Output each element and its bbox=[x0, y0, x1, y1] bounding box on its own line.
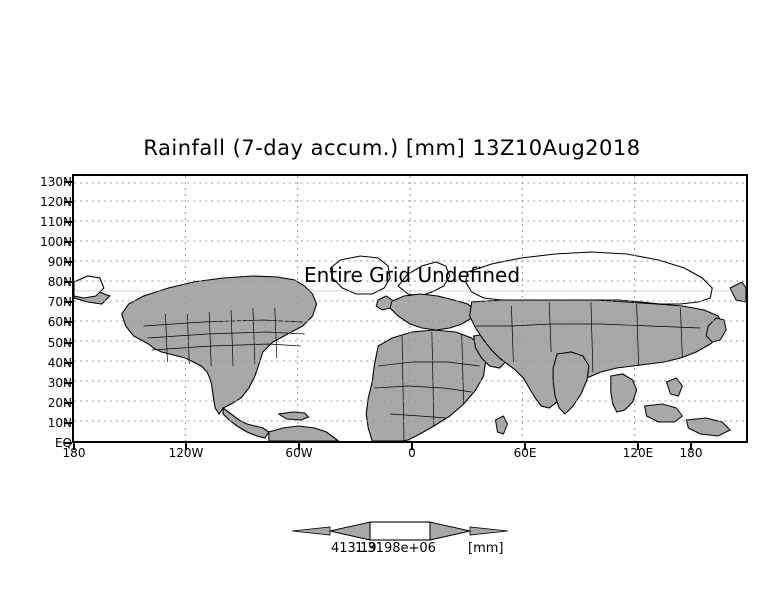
y-tick-mark bbox=[64, 281, 72, 283]
y-tick-mark bbox=[64, 342, 72, 344]
y-tick-mark bbox=[64, 402, 72, 404]
y-tick-label-EQ: EQ bbox=[54, 436, 72, 450]
y-tick-mark bbox=[64, 422, 72, 424]
y-tick-mark bbox=[64, 181, 72, 183]
colorbar-graphic bbox=[292, 521, 508, 541]
y-tick-mark bbox=[64, 241, 72, 243]
x-tick-label-180E: 180 bbox=[679, 446, 703, 460]
y-tick-mark bbox=[64, 362, 72, 364]
y-tick-label-30N: 30N bbox=[47, 376, 72, 390]
y-tick-label-40N: 40N bbox=[47, 356, 72, 370]
x-tick-mark bbox=[73, 443, 75, 450]
y-tick-mark bbox=[64, 261, 72, 263]
y-tick-mark bbox=[64, 382, 72, 384]
colorbar-min-label: 413.19 bbox=[331, 541, 377, 556]
x-tick-mark bbox=[411, 443, 413, 450]
colorbar-units-label: [mm] bbox=[468, 541, 504, 556]
y-tick-label-130N: 130N bbox=[40, 175, 72, 189]
x-tick-label-60W: 60W bbox=[285, 446, 313, 460]
y-tick-label-70N: 70N bbox=[47, 295, 72, 309]
y-axis: 130N 120N 110N 100N 90N 80N 70N 60N 50N … bbox=[0, 0, 72, 612]
country-boundaries bbox=[374, 301, 701, 441]
x-tick-label-120W: 120W bbox=[168, 446, 204, 460]
y-tick-label-110N: 110N bbox=[40, 215, 72, 229]
x-tick-mark bbox=[298, 443, 300, 450]
x-tick-mark bbox=[690, 443, 692, 450]
map-plot-area[interactable]: Entire Grid Undefined bbox=[72, 174, 748, 443]
y-tick-label-10N: 10N bbox=[47, 416, 72, 430]
x-tick-label-0: 0 bbox=[408, 446, 416, 460]
entire-grid-undefined-label: Entire Grid Undefined bbox=[303, 263, 521, 287]
x-tick-label-180W: 180 bbox=[62, 446, 86, 460]
x-tick-mark bbox=[637, 443, 639, 450]
y-tick-label-90N: 90N bbox=[47, 255, 72, 269]
y-tick-label-100N: 100N bbox=[40, 235, 72, 249]
y-tick-label-120N: 120N bbox=[40, 195, 72, 209]
y-tick-mark bbox=[64, 221, 72, 223]
y-tick-label-80N: 80N bbox=[47, 275, 72, 289]
y-tick-label-60N: 60N bbox=[47, 315, 72, 329]
page-title: Rainfall (7-day accum.) [mm] 13Z10Aug201… bbox=[143, 136, 641, 160]
x-tick-label-60E: 60E bbox=[513, 446, 537, 460]
y-tick-label-50N: 50N bbox=[47, 336, 72, 350]
x-tick-mark bbox=[185, 443, 187, 450]
y-tick-mark bbox=[64, 321, 72, 323]
x-tick-label-120E: 120E bbox=[622, 446, 654, 460]
x-tick-mark bbox=[524, 443, 526, 450]
y-tick-label-20N: 20N bbox=[47, 396, 72, 410]
colorbar-max-label: 1.3198e+06 bbox=[355, 541, 436, 556]
colorbar[interactable] bbox=[292, 516, 508, 546]
y-tick-mark bbox=[64, 301, 72, 303]
y-tick-mark bbox=[64, 201, 72, 203]
world-map bbox=[74, 251, 746, 441]
y-tick-mark bbox=[64, 442, 72, 444]
